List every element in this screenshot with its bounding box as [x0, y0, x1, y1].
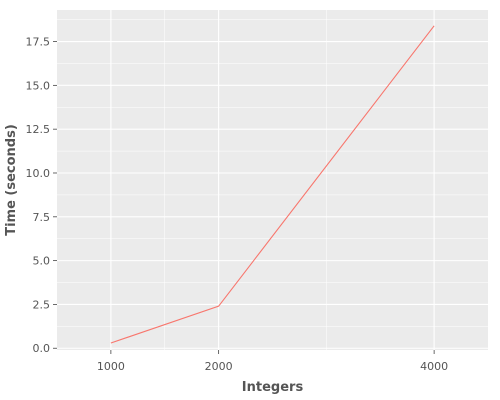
x-tick-label: 4000 — [420, 360, 448, 373]
y-tick-label: 0.0 — [33, 342, 51, 355]
series-line — [110, 25, 435, 344]
y-axis-ticks: 0.0 2.5 5.0 7.5 10.0 12.5 15.0 17.5 — [26, 36, 57, 355]
y-tick-label: 2.5 — [33, 298, 51, 311]
y-tick-label: 12.5 — [26, 123, 51, 136]
y-tick-label: 10.0 — [26, 167, 51, 180]
x-axis-title: Integers — [242, 380, 304, 395]
series-layer — [110, 25, 435, 344]
x-tick-label: 1000 — [97, 360, 125, 373]
x-axis-ticks: 1000 2000 4000 — [97, 350, 448, 373]
plot-background — [57, 10, 488, 350]
y-axis-title: Time (seconds) — [4, 124, 19, 236]
y-tick-label: 7.5 — [33, 211, 51, 224]
grid-lines — [57, 10, 488, 350]
y-tick-label: 17.5 — [26, 36, 51, 49]
y-tick-label: 15.0 — [26, 79, 51, 92]
x-tick-label: 2000 — [205, 360, 233, 373]
y-tick-label: 5.0 — [33, 255, 51, 268]
